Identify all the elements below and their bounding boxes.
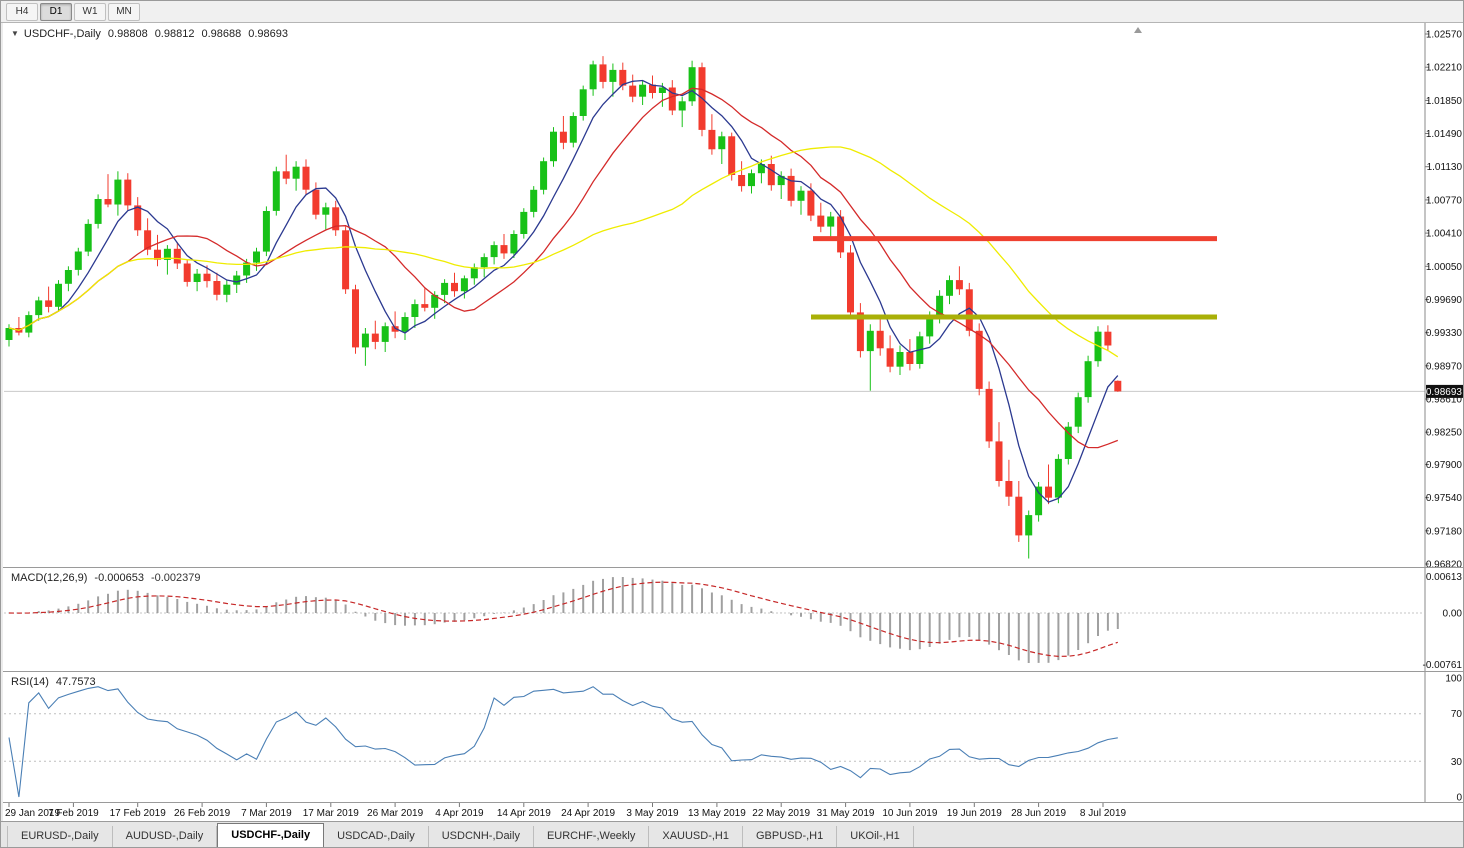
tab-xauusd-h1[interactable]: XAUUSD-,H1 [649,826,743,847]
svg-text:26 Mar 2019: 26 Mar 2019 [367,808,424,819]
tab-eurchf-weekly[interactable]: EURCHF-,Weekly [533,826,650,847]
svg-text:17 Feb 2019: 17 Feb 2019 [110,808,167,819]
tab-eurusd-daily[interactable]: EURUSD-,Daily [7,826,113,847]
svg-text:1.00410: 1.00410 [1426,229,1463,240]
svg-text:31 May 2019: 31 May 2019 [817,808,875,819]
svg-text:1.01130: 1.01130 [1427,162,1463,173]
tab-gbpusd-h1[interactable]: GBPUSD-,H1 [743,826,838,847]
svg-text:3 May 2019: 3 May 2019 [626,808,679,819]
svg-text:0.98250: 0.98250 [1426,428,1463,439]
rsi-value: 47.7573 [55,676,96,688]
macd-signal-value: -0.002379 [150,572,201,584]
tab-ukoil-h1[interactable]: UKOil-,H1 [837,826,914,847]
timeframe-button-d1[interactable]: D1 [40,2,72,21]
svg-text:13 May 2019: 13 May 2019 [688,808,746,819]
svg-text:1.01850: 1.01850 [1426,96,1463,107]
chart-shift-marker-icon [1134,27,1142,33]
svg-text:0.00613: 0.00613 [1426,572,1463,583]
tab-usdcnh-daily[interactable]: USDCNH-,Daily [428,826,534,847]
svg-text:7 Feb 2019: 7 Feb 2019 [48,808,99,819]
svg-text:28 Jun 2019: 28 Jun 2019 [1011,808,1066,819]
svg-text:0.98610: 0.98610 [1426,395,1463,406]
quote-low: 0.98688 [201,28,242,40]
symbol-title: USDCHF-,Daily [23,28,101,40]
macd-panel: 0.00613 0.00 -0.00761 [4,572,1462,671]
svg-text:19 Jun 2019: 19 Jun 2019 [947,808,1002,819]
svg-text:0.98970: 0.98970 [1426,361,1463,372]
chart-tabs-bar: EURUSD-,Daily AUDUSD-,Daily USDCHF-,Daily U… [1,821,1463,847]
svg-text:17 Mar 2019: 17 Mar 2019 [303,808,360,819]
svg-text:14 Apr 2019: 14 Apr 2019 [497,808,551,819]
svg-text:0.00: 0.00 [1443,609,1463,620]
svg-text:0.96820: 0.96820 [1426,560,1463,571]
svg-text:26 Feb 2019: 26 Feb 2019 [174,808,231,819]
svg-text:4 Apr 2019: 4 Apr 2019 [435,808,484,819]
chart-canvas[interactable]: 1.02570 1.02210 1.01850 1.01490 1.01130 1.007… [1,1,1464,824]
macd-indicator-label: MACD(12,26,9) -0.000653 -0.002379 [11,572,201,584]
svg-text:0.97540: 0.97540 [1426,493,1463,504]
svg-text:10 Jun 2019: 10 Jun 2019 [882,808,937,819]
svg-text:1.01490: 1.01490 [1426,129,1463,140]
timeframe-button-h4[interactable]: H4 [6,2,38,21]
tab-audusd-daily[interactable]: AUDUSD-,Daily [112,826,218,847]
macd-name: MACD(12,26,9) [11,572,88,584]
ma-medium-line [8,87,1119,449]
svg-text:0.97180: 0.97180 [1426,526,1463,537]
svg-text:8 Jul 2019: 8 Jul 2019 [1080,808,1127,819]
svg-text:0.99690: 0.99690 [1426,295,1463,306]
rsi-indicator-label: RSI(14) 47.7573 [11,676,96,688]
svg-text:1.02570: 1.02570 [1426,30,1463,41]
svg-text:0.98693: 0.98693 [1426,387,1463,398]
ma-slow-line [8,146,1119,358]
timeframe-button-w1[interactable]: W1 [74,2,106,21]
svg-text:1.02210: 1.02210 [1426,63,1463,74]
quote-close: 0.98693 [248,28,288,40]
quote-high: 0.98812 [154,28,195,40]
svg-text:0: 0 [1456,793,1462,804]
svg-text:29 Jan 2019: 29 Jan 2019 [5,808,60,819]
rsi-name: RSI(14) [11,676,49,688]
svg-text:0.99330: 0.99330 [1426,328,1463,339]
svg-text:0.97900: 0.97900 [1426,460,1463,471]
tab-usdchf-daily[interactable]: USDCHF-,Daily [217,823,325,847]
timeframe-toolbar: H4 D1 W1 MN [1,1,1463,23]
symbol-ohlc-line: ▼ USDCHF-,Daily 0.98808 0.98812 0.98688 0.986… [11,28,288,40]
svg-text:30: 30 [1451,757,1463,768]
svg-text:22 May 2019: 22 May 2019 [752,808,810,819]
svg-text:-0.00761: -0.00761 [1423,660,1463,671]
svg-text:1.00050: 1.00050 [1426,262,1463,273]
svg-text:24 Apr 2019: 24 Apr 2019 [561,808,615,819]
macd-main-value: -0.000653 [94,572,144,584]
panel-separators[interactable] [3,567,1463,803]
svg-text:100: 100 [1445,674,1462,685]
svg-text:1.00770: 1.00770 [1426,195,1463,206]
symbol-dropdown-icon: ▼ [11,29,19,38]
rsi-panel: 100 70 30 0 [4,674,1462,804]
timeframe-button-mn[interactable]: MN [108,2,140,21]
svg-text:70: 70 [1451,709,1463,720]
tab-usdcad-daily[interactable]: USDCAD-,Daily [324,826,429,847]
quote-open: 0.98808 [107,28,148,40]
svg-text:7 Mar 2019: 7 Mar 2019 [241,808,292,819]
